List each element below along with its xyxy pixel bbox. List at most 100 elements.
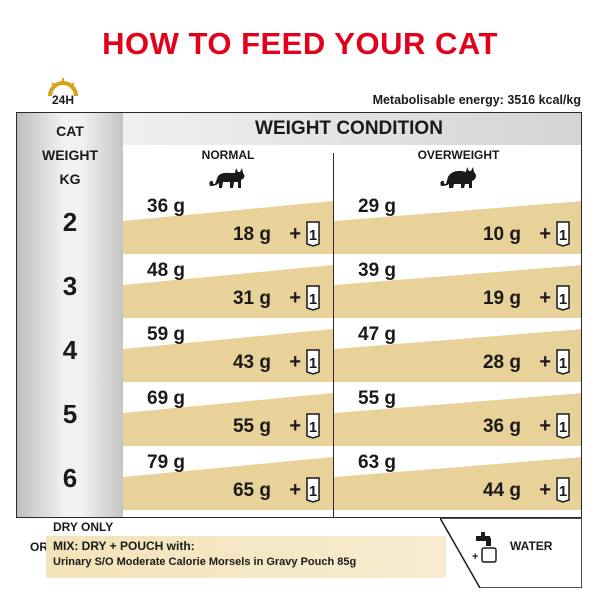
water-box: +: [440, 518, 582, 588]
dry-only-amount: 59 g: [147, 324, 186, 345]
dry-only-amount: 48 g: [147, 260, 186, 281]
clock-label: 24H: [51, 93, 74, 107]
cat-weight-header-line: WEIGHT: [42, 147, 98, 163]
footer-mix-band: [46, 536, 446, 578]
column-header-overweight: OVERWEIGHT: [334, 145, 581, 193]
mix-dry-amount: 55 g: [232, 416, 271, 437]
mix-band: [123, 329, 333, 382]
pouch-count: 1: [309, 291, 317, 308]
plus-sign: +: [539, 415, 551, 437]
mix-dry-amount: 44 g: [482, 480, 521, 501]
cat-weight-header-line: KG: [59, 171, 81, 187]
cat-weight-header-line: CAT: [56, 123, 84, 139]
weight-condition-title: WEIGHT CONDITION: [255, 118, 443, 139]
mix-dry-amount: 31 g: [232, 288, 271, 309]
mix-band: [334, 265, 581, 318]
cat-weight-value: 6: [62, 463, 78, 493]
dry-only-amount: 29 g: [358, 196, 397, 217]
plus-sign: +: [289, 479, 301, 501]
footer-mix: MIX: DRY + POUCH with:: [53, 539, 195, 553]
pouch-count: 1: [309, 227, 317, 244]
mix-band: [334, 457, 581, 510]
pouch-count: 1: [559, 483, 567, 500]
pouch-count: 1: [559, 419, 567, 436]
pouch-count: 1: [559, 227, 567, 244]
pouch-icon: 1: [306, 221, 320, 247]
metabolisable-energy: Metabolisable energy: 3516 kcal/kg: [372, 93, 581, 107]
column-header-normal: NORMAL: [123, 145, 333, 193]
pouch-icon: 1: [556, 349, 570, 375]
mix-dry-amount: 43 g: [232, 352, 271, 373]
feeding-cell-normal: 79 g 65 g +1: [123, 447, 333, 510]
pouch-icon: 1: [556, 221, 570, 247]
plus-sign: +: [539, 287, 551, 309]
pouch-icon: 1: [556, 477, 570, 503]
feeding-cell-overweight: 47 g 28 g +1: [334, 319, 581, 382]
pouch-icon: 1: [306, 413, 320, 439]
column-label-overweight: OVERWEIGHT: [417, 148, 500, 162]
feeding-cell-normal: 48 g 31 g +1: [123, 255, 333, 318]
water-tap-icon: +: [472, 532, 497, 563]
cat-weight-header: CAT WEIGHT KG: [17, 119, 123, 191]
plus-sign: +: [289, 287, 301, 309]
pouch-icon: 1: [556, 285, 570, 311]
feeding-cell-overweight: 63 g 44 g +1: [334, 447, 581, 510]
cat-weight-value: 3: [62, 271, 78, 301]
feeding-cell-overweight: 29 g 10 g +1: [334, 191, 581, 254]
footer-or: OR: [30, 540, 48, 554]
mix-band: [123, 201, 333, 254]
pouch-count: 1: [309, 355, 317, 372]
weight-condition-band: [123, 113, 581, 145]
dry-only-amount: 39 g: [358, 260, 397, 281]
mix-dry-amount: 18 g: [232, 224, 271, 245]
column-label-normal: NORMAL: [201, 148, 255, 162]
pouch-count: 1: [559, 291, 567, 308]
mix-dry-amount: 28 g: [482, 352, 521, 373]
plus-sign: +: [289, 223, 301, 245]
dry-only-amount: 79 g: [147, 452, 186, 473]
feeding-table: CAT WEIGHT KG WEIGHT CONDITION NORMAL OV…: [16, 112, 582, 518]
cat-overweight-icon: [439, 167, 476, 188]
column-divider: [333, 153, 334, 517]
pouch-count: 1: [309, 419, 317, 436]
cat-weight-value: 4: [62, 335, 78, 365]
pouch-icon: 1: [306, 285, 320, 311]
feeding-cell-overweight: 55 g 36 g +1: [334, 383, 581, 446]
dry-only-amount: 69 g: [147, 388, 186, 409]
dry-only-amount: 55 g: [358, 388, 397, 409]
plus-sign: +: [539, 351, 551, 373]
dry-only-amount: 36 g: [147, 196, 186, 217]
footer-product: Urinary S/O Moderate Calorie Morsels in …: [53, 556, 357, 568]
cat-weight-value: 2: [62, 207, 78, 237]
plus-sign: +: [539, 223, 551, 245]
page-title: HOW TO FEED YOUR CAT: [102, 26, 498, 61]
mix-band: [334, 329, 581, 382]
mix-band: [123, 393, 333, 446]
pouch-icon: 1: [556, 413, 570, 439]
mix-dry-amount: 65 g: [232, 480, 271, 501]
feeding-cell-overweight: 39 g 19 g +1: [334, 255, 581, 318]
footer-dry-only: DRY ONLY: [53, 520, 114, 534]
mix-band: [334, 201, 581, 254]
clock-24h-icon: [48, 78, 78, 97]
water-label: WATER: [510, 539, 553, 553]
cat-weight-value: 5: [62, 399, 78, 429]
feeding-cell-normal: 59 g 43 g +1: [123, 319, 333, 382]
feeding-cell-normal: 69 g 55 g +1: [123, 383, 333, 446]
plus-sign: +: [539, 479, 551, 501]
plus-sign: +: [289, 351, 301, 373]
pouch-count: 1: [559, 355, 567, 372]
pouch-count: 1: [309, 483, 317, 500]
pouch-icon: 1: [306, 349, 320, 375]
cat-weight-column: [17, 113, 123, 517]
mix-dry-amount: 19 g: [482, 288, 521, 309]
mix-band: [123, 265, 333, 318]
mix-dry-amount: 36 g: [482, 416, 521, 437]
mix-band: [123, 457, 333, 510]
mix-dry-amount: 10 g: [482, 224, 521, 245]
svg-text:+: +: [472, 551, 478, 563]
plus-sign: +: [289, 415, 301, 437]
dry-only-amount: 47 g: [358, 324, 397, 345]
feeding-cell-normal: 36 g 18 g +1: [123, 191, 333, 254]
pouch-icon: 1: [306, 477, 320, 503]
